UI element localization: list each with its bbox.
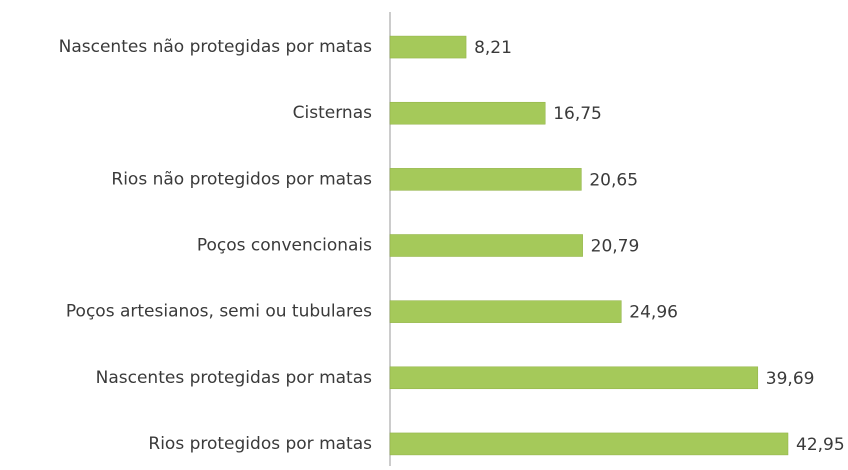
bar (389, 432, 789, 456)
category-label: Rios protegidos por matas (148, 434, 372, 454)
category-label: Poços artesianos, semi ou tubulares (66, 302, 372, 322)
category-label: Nascentes protegidas por matas (96, 368, 373, 388)
data-label: 8,21 (474, 38, 512, 58)
category-label: Cisternas (293, 103, 372, 123)
data-label: 16,75 (553, 104, 602, 124)
bar (389, 300, 622, 323)
bar (389, 168, 582, 191)
category-label: Rios não protegidos por matas (111, 169, 372, 189)
data-label: 42,95 (796, 435, 845, 455)
category-label: Nascentes não protegidas por matas (59, 37, 373, 57)
bar (389, 234, 583, 257)
data-label: 20,65 (589, 170, 638, 190)
bar (389, 35, 467, 59)
data-label: 39,69 (766, 369, 815, 389)
category-label: Poços convencionais (197, 236, 372, 256)
bar (389, 366, 759, 390)
data-label: 24,96 (629, 303, 678, 323)
bar (389, 101, 546, 125)
data-label: 20,79 (591, 237, 640, 257)
